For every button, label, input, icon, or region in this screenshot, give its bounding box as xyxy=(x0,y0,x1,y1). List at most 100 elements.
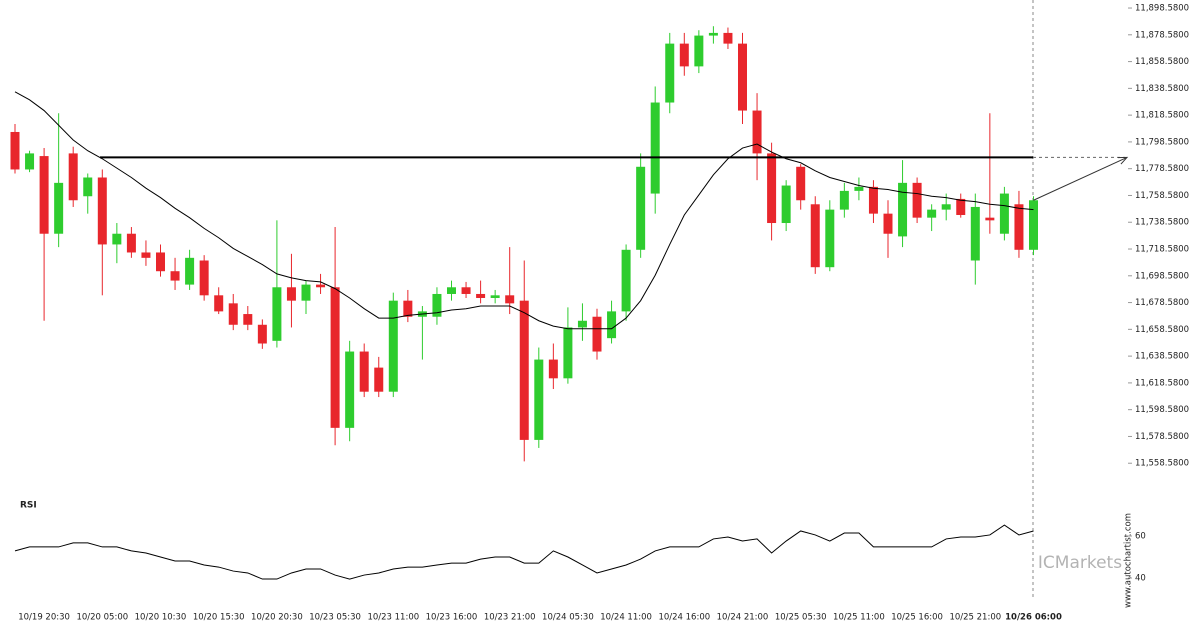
projection-arrow-head xyxy=(1117,156,1129,165)
candle-body xyxy=(243,314,253,325)
candle-body xyxy=(141,252,151,258)
candle-body xyxy=(592,316,602,352)
y-tick-label: 11,858.5800 xyxy=(1135,57,1189,67)
candle-body xyxy=(999,193,1009,234)
y-tick-label: 11,618.5800 xyxy=(1135,378,1189,388)
candle-body xyxy=(199,260,209,296)
candle-body xyxy=(898,182,908,237)
candle-body xyxy=(316,284,326,288)
x-tick-label: 10/23 11:00 xyxy=(367,613,419,623)
candle-body xyxy=(1029,200,1038,250)
candle-body xyxy=(257,324,267,344)
candle-body xyxy=(1014,204,1024,250)
y-tick-label: 11,698.5800 xyxy=(1135,271,1189,281)
candle-body xyxy=(214,295,224,312)
x-tick-label: 10/26 06:00 xyxy=(1005,613,1062,623)
y-tick-label: 11,798.5800 xyxy=(1135,137,1189,147)
candle-body xyxy=(10,131,20,170)
candle-body xyxy=(374,367,384,392)
candle-body xyxy=(927,209,937,218)
candle-body xyxy=(228,303,238,325)
x-tick-label: 10/25 11:00 xyxy=(833,613,885,623)
watermark: ICMarkets xyxy=(1038,553,1122,573)
candle-body xyxy=(665,43,675,103)
y-tick-label: 11,838.5800 xyxy=(1135,84,1189,94)
candle-body xyxy=(345,351,355,428)
candle-body xyxy=(941,204,951,210)
x-tick-label: 10/20 15:30 xyxy=(193,613,245,623)
candle-body xyxy=(825,209,835,268)
candle-body xyxy=(476,293,486,298)
candle-body xyxy=(490,295,500,298)
y-tick-label: 11,558.5800 xyxy=(1135,459,1189,469)
x-tick-label: 10/23 05:30 xyxy=(309,613,361,623)
rsi-tick-label: 40 xyxy=(1135,574,1146,584)
candle-body xyxy=(447,287,456,294)
candle-body xyxy=(97,177,107,245)
y-tick-label: 11,758.5800 xyxy=(1135,191,1189,201)
y-tick-label: 11,738.5800 xyxy=(1135,218,1189,228)
candle-body xyxy=(388,300,398,392)
candle-body xyxy=(461,287,471,294)
moving-average-line xyxy=(14,91,1034,330)
y-tick-label: 11,778.5800 xyxy=(1135,164,1189,174)
candle-body xyxy=(985,217,995,221)
y-tick-label: 11,638.5800 xyxy=(1135,352,1189,362)
x-tick-label: 10/24 05:30 xyxy=(542,613,594,623)
x-tick-label: 10/23 16:00 xyxy=(426,613,478,623)
candle-body xyxy=(810,204,820,268)
candle-body xyxy=(432,293,442,317)
x-tick-label: 10/23 21:00 xyxy=(484,613,536,623)
candle-body xyxy=(912,182,922,218)
x-tick-label: 10/25 05:30 xyxy=(775,613,827,623)
x-tick-label: 10/24 16:00 xyxy=(658,613,710,623)
candle-body xyxy=(534,359,544,440)
x-tick-label: 10/24 11:00 xyxy=(600,613,652,623)
x-tick-label: 10/20 10:30 xyxy=(135,613,187,623)
candle-body xyxy=(156,252,165,272)
y-tick-label: 11,878.5800 xyxy=(1135,30,1189,40)
x-tick-label: 10/24 21:00 xyxy=(717,613,769,623)
candle-body xyxy=(112,233,122,245)
candle-body xyxy=(679,43,689,67)
candle-body xyxy=(752,110,762,154)
y-tick-label: 11,658.5800 xyxy=(1135,325,1189,335)
candle-body xyxy=(607,311,617,339)
candle-body xyxy=(359,351,369,392)
candle-body xyxy=(272,287,282,341)
candle-body xyxy=(126,233,136,253)
candle-body xyxy=(723,32,733,44)
projection-arrow xyxy=(1033,156,1128,201)
candle-body xyxy=(548,359,558,379)
candle-body xyxy=(970,206,980,261)
candle-body xyxy=(577,320,587,328)
candle-body xyxy=(25,153,35,170)
rsi-title: RSI xyxy=(20,501,37,511)
source-credit: www.autochartist.com xyxy=(1124,513,1134,608)
candle-body xyxy=(505,295,515,304)
candle-body xyxy=(330,287,340,428)
candle-body xyxy=(767,153,777,224)
y-tick-label: 11,598.5800 xyxy=(1135,405,1189,415)
candle-body xyxy=(185,257,195,285)
candle-body xyxy=(781,185,791,224)
candle-body xyxy=(854,186,864,191)
y-tick-label: 11,718.5800 xyxy=(1135,245,1189,255)
candle-body xyxy=(68,153,78,201)
y-tick-label: 11,818.5800 xyxy=(1135,111,1189,121)
candle-body xyxy=(839,190,849,210)
x-tick-label: 10/20 20:30 xyxy=(251,613,303,623)
candle-body xyxy=(956,198,966,215)
candle-body xyxy=(519,300,529,440)
candle-body xyxy=(694,35,704,67)
x-tick-label: 10/25 21:00 xyxy=(949,613,1001,623)
rsi-line xyxy=(14,524,1034,580)
rsi-tick-label: 60 xyxy=(1135,532,1146,542)
candle-body xyxy=(883,213,893,234)
candle-body xyxy=(636,166,646,250)
candle-body xyxy=(621,249,631,312)
candle-body xyxy=(796,166,806,201)
candle-body xyxy=(301,284,311,301)
